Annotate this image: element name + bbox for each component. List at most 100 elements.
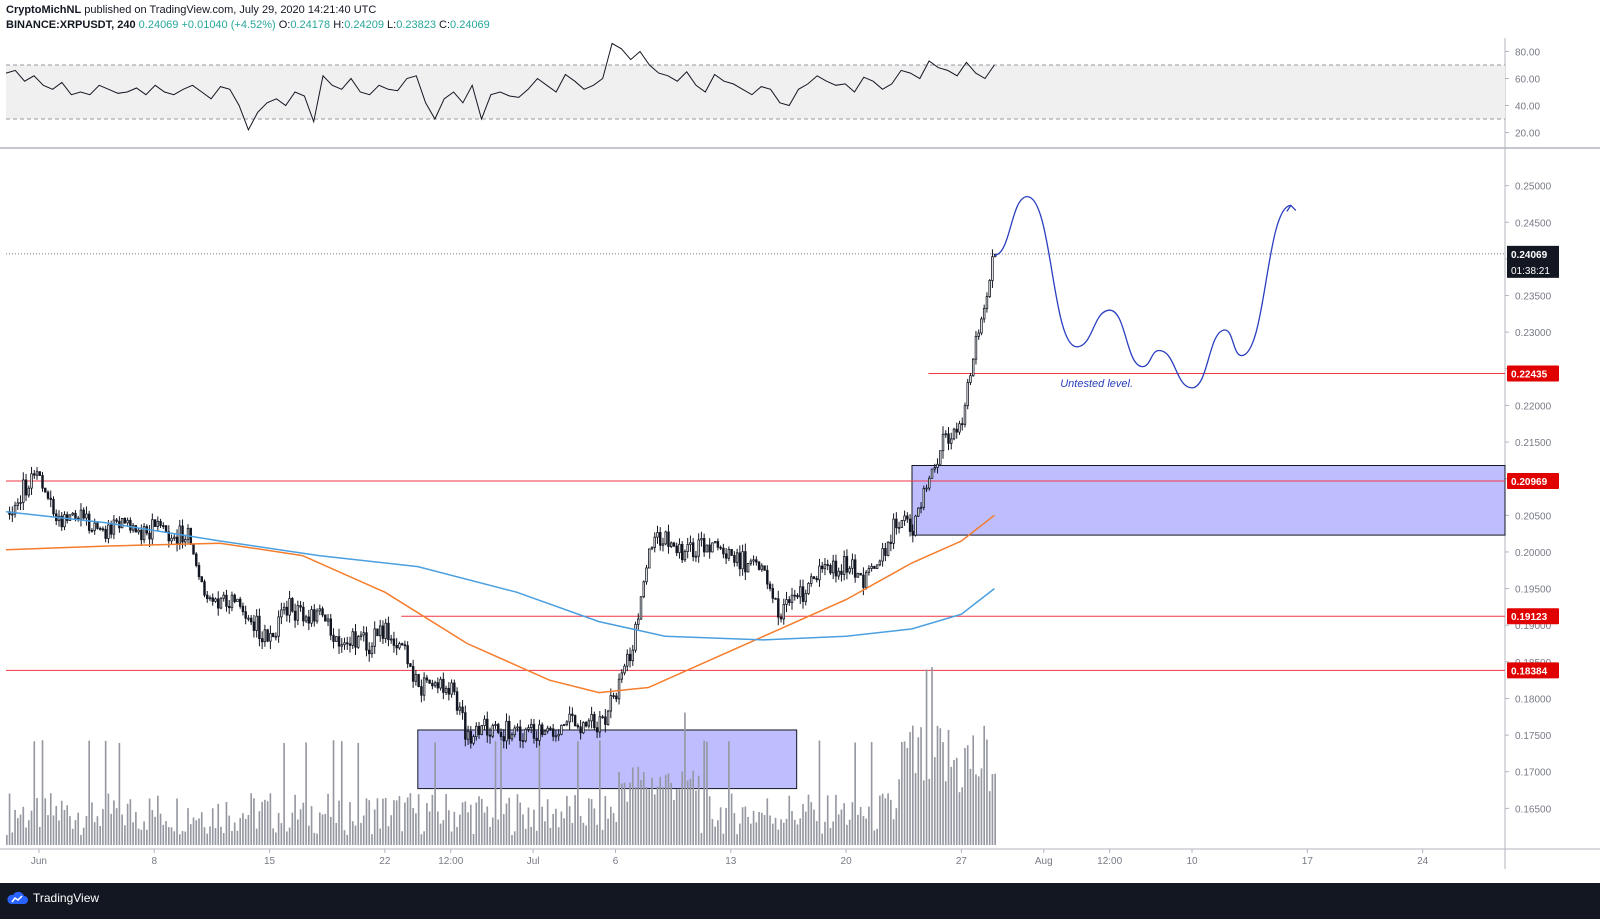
candle-body [873,565,876,569]
candle-body [343,642,346,646]
candle-body [834,560,838,577]
volume-bar [821,833,824,845]
volume-bar [585,825,587,845]
volume-bar [146,829,148,845]
volume-bar [52,815,55,845]
chart-canvas[interactable]: 20.00 40.00 60.00 80.00 0.16500 0.17000 0.1750… [0,0,1600,883]
volume-bar [763,814,766,845]
candle-body [895,518,898,529]
level-price-label: 0.18384 [1511,666,1548,677]
candle-body [156,520,160,527]
candle-body [167,531,171,542]
candle-body [878,560,882,566]
volume-bar [637,766,640,845]
volume-bar [975,774,977,845]
support-zone[interactable] [911,465,1506,536]
volume-bar [903,741,906,845]
candle-body [211,597,214,602]
volume-bar [423,831,425,845]
volume-bar [244,818,247,845]
volume-bar [615,821,618,845]
candle-body [44,487,47,493]
candle-body [538,724,541,741]
volume-bar [881,793,884,845]
time-tick-label: Aug [1035,856,1053,867]
candle-body [195,553,198,566]
volume-bar [840,809,843,845]
volume-bar [329,816,332,845]
volume-bar [708,796,711,845]
candle-body [46,491,50,499]
volume-bar [623,782,626,845]
volume-bar [771,823,774,845]
candle-body [678,543,681,554]
candle-body [236,598,239,603]
candle-body [889,541,893,544]
volume-bar [373,809,376,845]
tradingview-logo[interactable]: TradingView [6,891,99,905]
volume-bar [44,798,47,845]
support-zone[interactable] [417,729,798,790]
candle-body [164,525,168,533]
candle-body [280,609,283,618]
volume-bar [343,830,346,845]
candle-body [22,479,25,503]
volume-bar [354,825,357,845]
volume-bar [535,830,538,845]
volume-bar [706,741,708,845]
volume-bar [774,817,777,845]
volume-bar [909,732,911,845]
volume-bar [810,802,813,845]
candle-body [804,593,807,602]
volume-bar [741,807,744,845]
volume-bar [387,826,390,845]
volume-bar [826,795,829,845]
volume-bar [181,831,184,845]
time-tick-label: 12:00 [1097,856,1122,867]
volume-bar [890,799,892,845]
candle-body [222,594,225,599]
rsi-panel[interactable]: 20.00 40.00 60.00 80.00 [5,42,1540,140]
volume-bar [480,798,483,845]
candle-body [966,382,969,407]
candle-body [667,531,670,547]
volume-bar [102,809,104,845]
volume-bar [110,813,112,845]
author-name[interactable]: CryptoMichNL [6,4,82,16]
candle-body [573,715,577,726]
volume-bar [560,811,563,845]
candle-body [936,463,939,468]
candle-body [79,509,83,520]
volume-bar [752,810,755,845]
candle-body [444,687,448,693]
volume-bar [950,766,953,845]
header-line-1: CryptoMichNL published on TradingView.co… [6,3,490,18]
projection-path[interactable] [994,195,1292,389]
candle-body [502,736,505,742]
candle-body [335,636,338,642]
candle-body [332,634,335,642]
volume-bar [357,742,360,845]
price-panel[interactable]: 0.165000.170000.175000.180000.185000.190… [5,182,1559,845]
candle-body [315,610,319,622]
open-value: 0.24178 [290,19,331,31]
volume-bar [426,803,428,845]
volume-bar [148,798,151,845]
volume-bar [582,822,585,845]
time-tick-label: 20 [841,856,853,867]
candle-body [225,594,228,607]
level-price-tag [1507,608,1559,625]
volume-bar [6,835,8,845]
candle-body [708,544,711,553]
volume-bar [316,833,318,845]
candle-body [579,726,582,734]
volume-bar [793,819,796,845]
candle-body [521,740,525,742]
time-axis[interactable]: Jun 8 15 22 12:00 Jul 6 13 20 27 Aug 12:00 10 17 24 [31,849,1429,867]
volume-bar [41,740,44,845]
volume-bar [588,798,590,845]
candle-body [823,564,827,570]
volume-bar [796,824,799,845]
volume-bar [247,815,250,845]
candle-body [653,536,656,548]
